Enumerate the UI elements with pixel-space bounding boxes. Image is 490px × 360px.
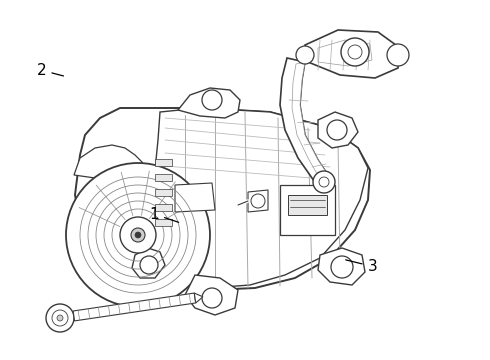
Circle shape [202, 90, 222, 110]
Polygon shape [155, 189, 172, 196]
Polygon shape [292, 62, 328, 175]
Polygon shape [148, 108, 368, 288]
Polygon shape [248, 190, 268, 212]
Polygon shape [175, 183, 215, 212]
Circle shape [341, 38, 369, 66]
Text: 3: 3 [346, 259, 377, 274]
Polygon shape [75, 108, 370, 290]
Circle shape [135, 232, 141, 238]
Circle shape [131, 228, 145, 242]
Polygon shape [74, 145, 145, 180]
Circle shape [66, 163, 210, 307]
Circle shape [319, 177, 329, 187]
Polygon shape [155, 174, 172, 181]
Polygon shape [73, 293, 196, 321]
Polygon shape [132, 248, 165, 278]
Polygon shape [318, 248, 365, 285]
Circle shape [296, 46, 314, 64]
Text: 2: 2 [37, 63, 64, 78]
Polygon shape [155, 159, 172, 166]
Circle shape [313, 171, 335, 193]
Circle shape [52, 310, 68, 326]
Polygon shape [178, 88, 240, 118]
Circle shape [202, 288, 222, 308]
Text: 1: 1 [149, 207, 179, 222]
Circle shape [331, 256, 353, 278]
Circle shape [327, 120, 347, 140]
Polygon shape [288, 195, 327, 215]
Polygon shape [318, 40, 372, 66]
Circle shape [57, 315, 63, 321]
Circle shape [46, 304, 74, 332]
Polygon shape [155, 204, 172, 211]
Circle shape [348, 45, 362, 59]
Polygon shape [194, 293, 203, 303]
Polygon shape [305, 30, 400, 78]
Circle shape [251, 194, 265, 208]
Circle shape [140, 256, 158, 274]
Polygon shape [318, 112, 358, 148]
Circle shape [120, 217, 156, 253]
Polygon shape [280, 185, 335, 235]
Polygon shape [280, 58, 332, 190]
Polygon shape [155, 219, 172, 226]
Circle shape [387, 44, 409, 66]
Polygon shape [185, 275, 238, 315]
